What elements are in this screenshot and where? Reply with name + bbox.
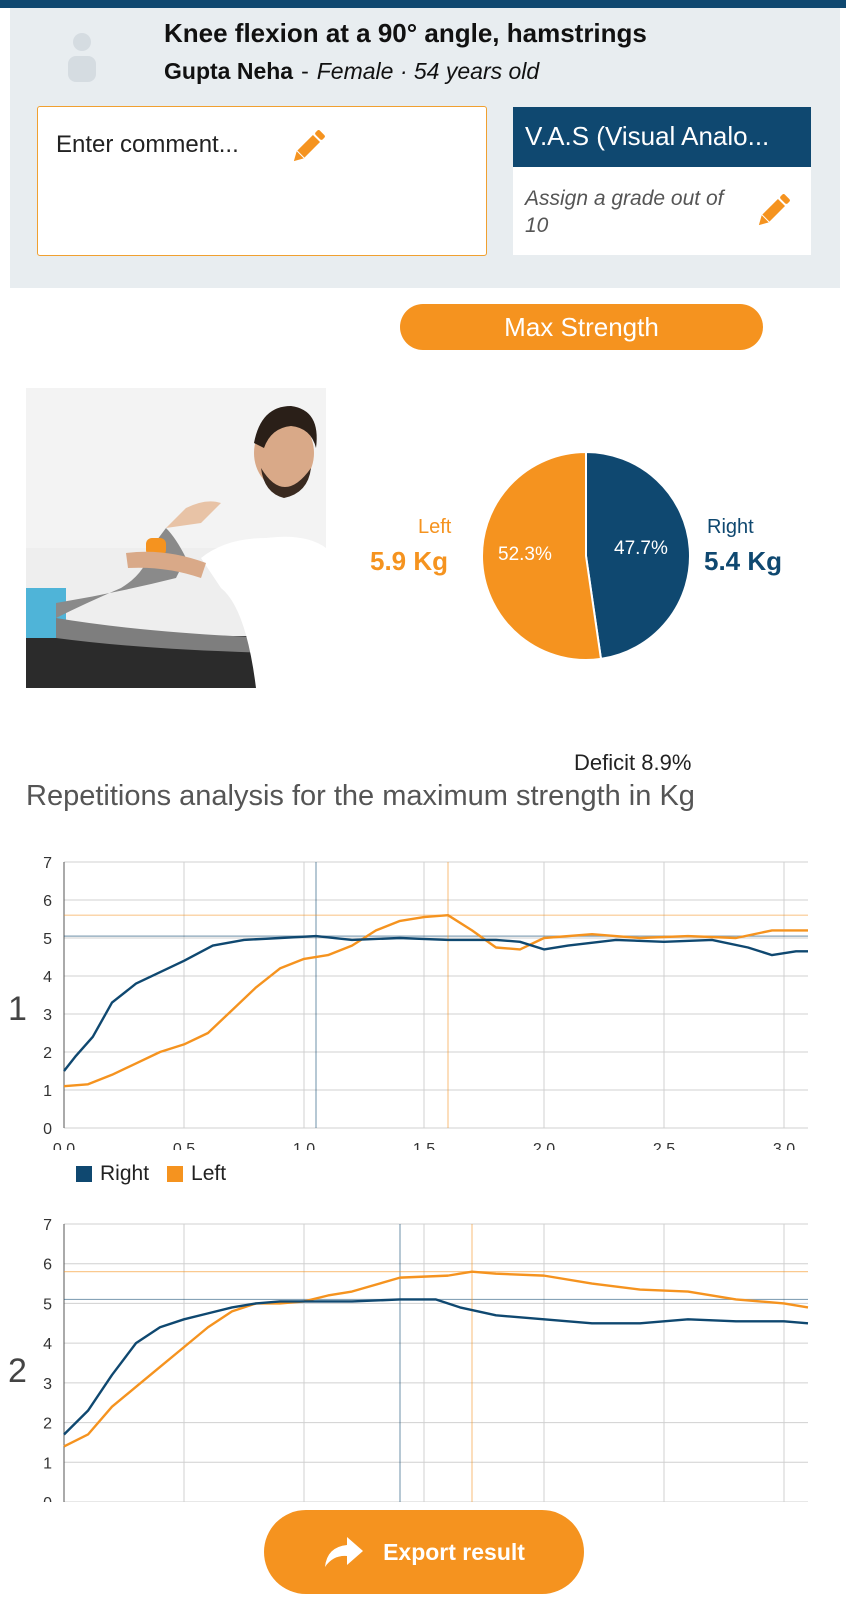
vas-hint: Assign a grade out of 10 <box>525 187 724 237</box>
pencil-icon[interactable] <box>751 189 795 233</box>
y-tick-label: 2 <box>43 1045 52 1062</box>
right-label: Right <box>707 516 754 538</box>
y-tick-label: 6 <box>43 1257 52 1274</box>
x-tick-label: 2.5 <box>653 1141 675 1150</box>
legend-right: Right <box>100 1162 150 1185</box>
right-value: 5.4 Kg <box>704 546 783 576</box>
patient-separator: - <box>301 58 309 84</box>
series-line-left <box>63 913 808 1088</box>
x-tick-label: 1.0 <box>293 1141 315 1150</box>
max-strength-button[interactable]: Max Strength <box>400 304 763 350</box>
pie-slice-right <box>585 450 691 661</box>
patient-name: Gupta Neha <box>164 58 294 84</box>
repetition-chart-1: 0 1 2 3 4 5 6 7 0.0 0.5 1.0 1.5 2.0 2.5 3.0 <box>0 850 846 1158</box>
y-tick-label: 2 <box>43 1416 52 1433</box>
exercise-title: Knee flexion at a 90° angle, hamstrings <box>164 18 647 48</box>
pie-slice-left <box>481 450 603 661</box>
legend-swatch-left <box>167 1166 184 1182</box>
repetition-number-2: 2 <box>8 1352 27 1390</box>
series-line-right <box>63 934 808 1072</box>
comment-placeholder: Enter comment... <box>56 131 239 158</box>
deficit-text: Deficit 8.9% <box>574 750 692 775</box>
y-tick-label: 1 <box>43 1083 52 1100</box>
vas-grade-field[interactable]: Assign a grade out of 10 <box>513 167 811 255</box>
export-result-button[interactable]: Export result <box>264 1510 584 1594</box>
x-tick-label: 0.0 <box>53 1141 75 1150</box>
x-tick-label: 2.0 <box>533 1141 555 1150</box>
patient-meta: Female · 54 years old <box>316 58 540 84</box>
share-arrow-icon <box>325 1537 364 1567</box>
y-tick-label: 0 <box>43 1495 52 1502</box>
left-value: 5.9 Kg <box>370 546 449 576</box>
left-label: Left <box>418 516 452 538</box>
y-tick-label: 3 <box>43 1007 52 1024</box>
comment-field[interactable]: Enter comment... <box>37 106 487 256</box>
pie-left-pct: 52.3% <box>498 544 552 565</box>
top-status-bar <box>0 0 846 8</box>
y-tick-label: 5 <box>43 1296 52 1313</box>
series-line-left <box>63 1270 809 1448</box>
legend-left: Left <box>191 1162 227 1185</box>
exercise-photo <box>26 388 326 688</box>
y-tick-label: 7 <box>43 855 52 872</box>
y-tick-label: 1 <box>43 1455 52 1472</box>
chart-legend: Right Left <box>76 1162 244 1186</box>
pie: 52.3% 47.7% <box>481 450 691 661</box>
x-tick-label: 0.5 <box>173 1141 195 1150</box>
export-label: Export result <box>383 1538 525 1565</box>
repetition-number-1: 1 <box>8 990 27 1028</box>
pie-right-pct: 47.7% <box>614 538 668 559</box>
x-tick-label: 1.5 <box>413 1141 435 1150</box>
legend-swatch-right <box>76 1166 92 1182</box>
y-tick-label: 7 <box>43 1217 52 1234</box>
y-tick-label: 3 <box>43 1376 52 1393</box>
x-tick-label: 3.0 <box>773 1141 795 1150</box>
user-icon <box>62 28 112 82</box>
y-tick-label: 5 <box>43 931 52 948</box>
analysis-title: Repetitions analysis for the maximum str… <box>26 780 695 812</box>
pencil-icon[interactable] <box>286 125 330 169</box>
patient-info: Gupta Neha - Female · 54 years old <box>164 58 539 85</box>
vas-title[interactable]: V.A.S (Visual Analo... <box>513 107 811 167</box>
strength-pie-chart: Left 5.9 Kg Right 5.4 Kg 52.3% 47.7% <box>370 450 820 670</box>
y-tick-label: 0 <box>43 1121 52 1138</box>
y-tick-label: 4 <box>43 969 52 986</box>
series-line-right <box>63 1298 809 1436</box>
y-tick-label: 6 <box>43 893 52 910</box>
y-tick-label: 4 <box>43 1336 52 1353</box>
